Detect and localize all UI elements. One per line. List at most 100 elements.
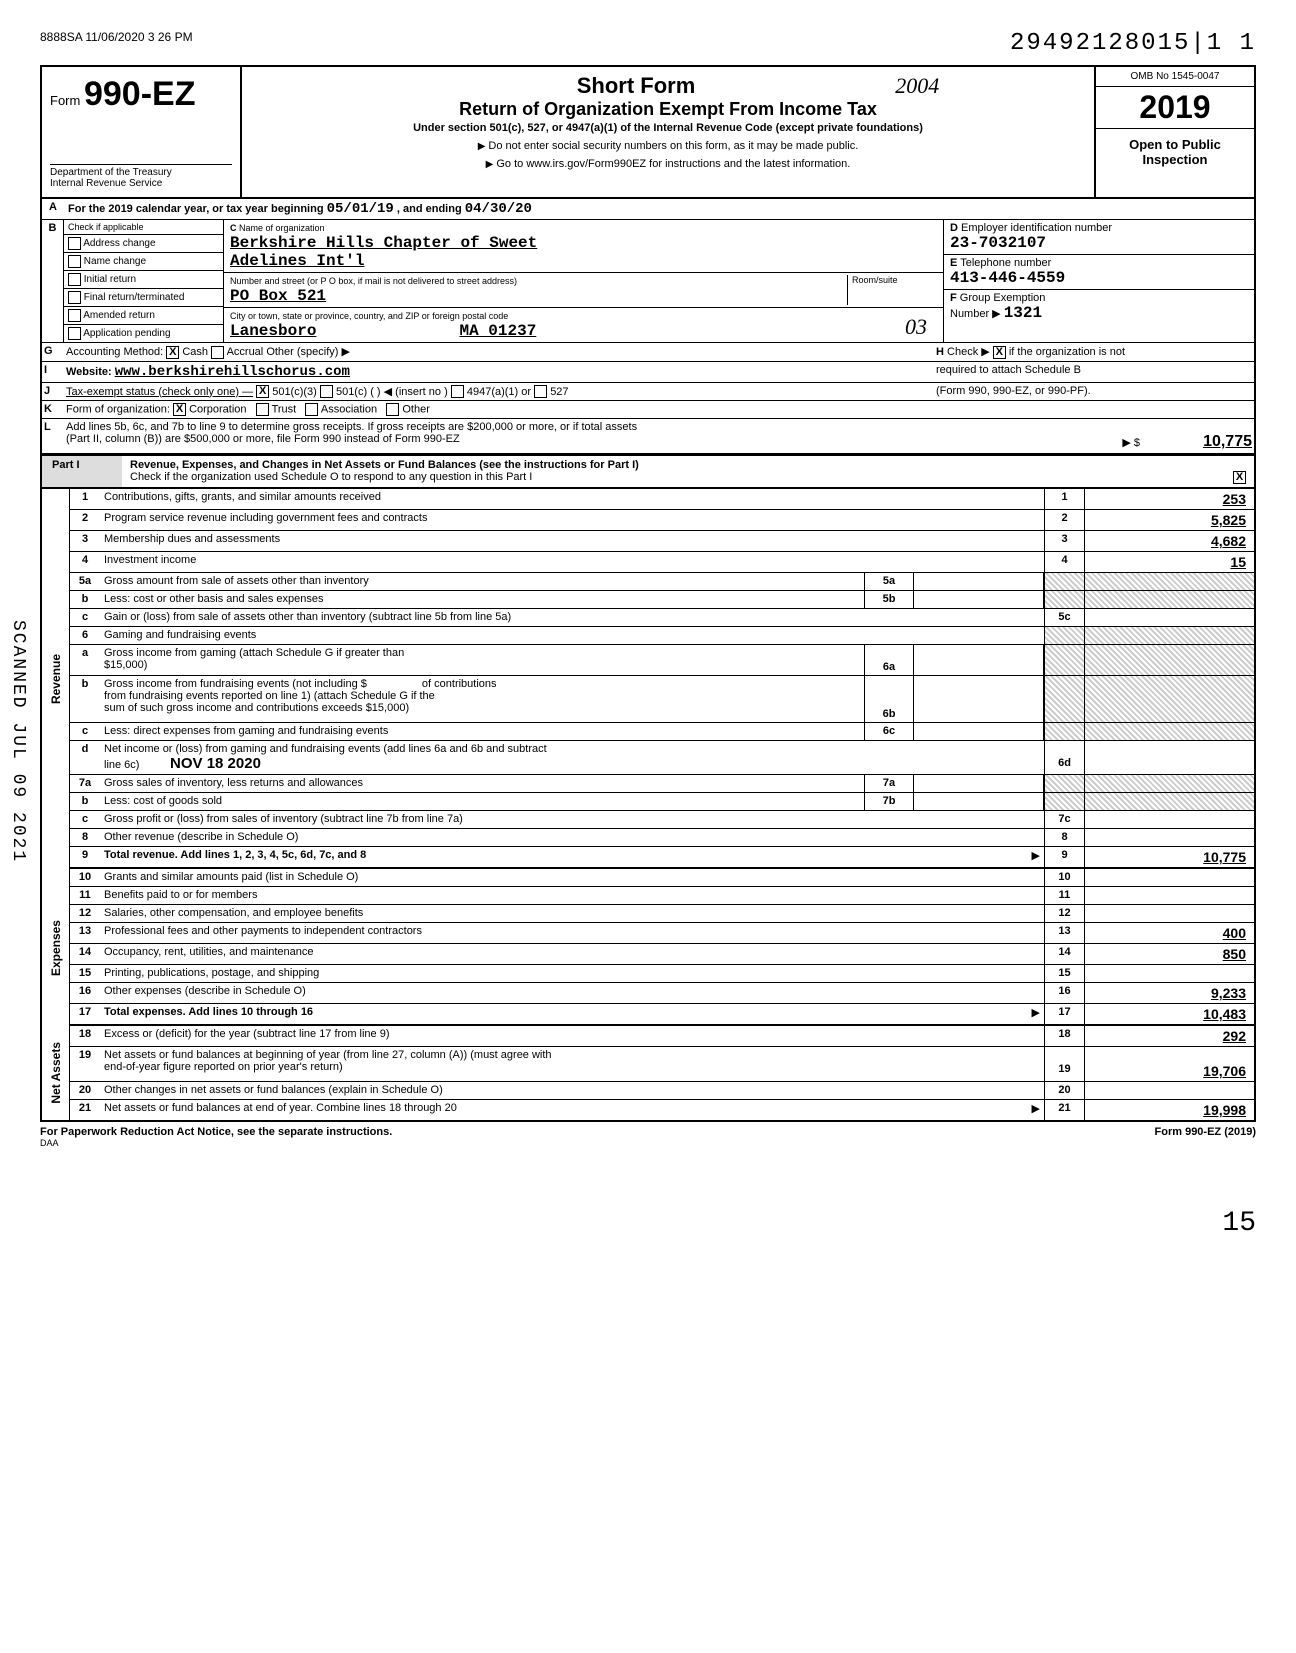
k-trust: Trust	[272, 404, 297, 416]
arrow-9: ▶	[1032, 849, 1040, 862]
j-text: Tax-exempt status (check only one) —	[66, 386, 253, 398]
k-text: Form of organization:	[66, 404, 170, 416]
desc-7a: Gross sales of inventory, less returns a…	[100, 775, 864, 792]
part1-header: Part I Revenue, Expenses, and Changes in…	[40, 455, 1256, 489]
desc-10: Grants and similar amounts paid (list in…	[100, 869, 1044, 886]
b-application-pending: Application pending	[83, 328, 170, 339]
desc-20: Other changes in net assets or fund bala…	[100, 1082, 1044, 1099]
line-l: L Add lines 5b, 6c, and 7b to line 9 to …	[40, 419, 1256, 455]
val-8	[1084, 829, 1254, 846]
ln-11: 11	[70, 887, 100, 904]
label-f: F	[950, 292, 957, 304]
nc-7b-shade	[1044, 793, 1084, 810]
desc-6a: Gross income from gaming (attach Schedul…	[104, 647, 404, 659]
ln-2: 2	[70, 510, 100, 530]
main-table: Revenue 1Contributions, gifts, grants, a…	[40, 489, 1256, 1122]
c-head: Name of organization	[239, 223, 325, 233]
ln-16: 16	[70, 983, 100, 1003]
arrow-17: ▶	[1032, 1006, 1040, 1019]
expenses-label: Expenses	[47, 916, 65, 980]
ln-7b: b	[70, 793, 100, 810]
ln-9: 9	[70, 847, 100, 867]
checkbox-h[interactable]: X	[993, 346, 1006, 359]
checkbox-name-change[interactable]	[68, 255, 81, 268]
label-a: A	[42, 199, 64, 219]
j-501c3: 501(c)(3)	[272, 386, 317, 398]
k-assoc: Association	[321, 404, 377, 416]
mv-6b	[914, 676, 1044, 722]
mv-7a	[914, 775, 1044, 792]
line-a-mid: , and ending	[397, 203, 462, 215]
org-state-zip: MA 01237	[459, 322, 536, 340]
f-head: Group Exemption	[960, 292, 1046, 304]
desc-7b: Less: cost of goods sold	[100, 793, 864, 810]
desc-4: Investment income	[100, 552, 1044, 572]
ln-14: 14	[70, 944, 100, 964]
section-b-cde-f: B Check if applicable Address change Nam…	[40, 220, 1256, 343]
nc-19: 19	[1044, 1047, 1084, 1081]
i-right: required to attach Schedule B	[934, 362, 1254, 382]
j-527: 527	[550, 386, 568, 398]
ln-1: 1	[70, 489, 100, 509]
line-g-h: G Accounting Method: X Cash Accrual Othe…	[40, 343, 1256, 362]
mv-6a	[914, 645, 1044, 675]
val-10	[1084, 869, 1254, 886]
checkbox-cash[interactable]: X	[166, 346, 179, 359]
checkbox-501c3[interactable]: X	[256, 385, 269, 398]
checkbox-application-pending[interactable]	[68, 327, 81, 340]
org-city: Lanesboro	[230, 322, 316, 340]
stamp-left: 8888SA 11/06/2020 3 26 PM	[40, 30, 193, 57]
checkbox-trust[interactable]	[256, 403, 269, 416]
group-exemption-number: 1321	[1004, 304, 1042, 322]
netassets-label: Net Assets	[47, 1038, 65, 1108]
col-c-org: C Name of organization Berkshire Hills C…	[224, 220, 944, 342]
footer-daa: DAA	[40, 1138, 1256, 1148]
revenue-label: Revenue	[47, 650, 65, 708]
f-number-label: Number	[950, 308, 989, 320]
val-6a-shade	[1084, 645, 1254, 675]
nc-18: 18	[1044, 1026, 1084, 1046]
nc-12: 12	[1044, 905, 1084, 922]
label-b: B	[42, 220, 64, 342]
part1-title: Revenue, Expenses, and Changes in Net As…	[130, 459, 639, 471]
i-text: Website:	[66, 366, 112, 378]
checkbox-501c[interactable]	[320, 385, 333, 398]
col-b-checkboxes: Check if applicable Address change Name …	[64, 220, 224, 342]
stamp-right: 29492128015|1 1	[1010, 30, 1256, 57]
desc-16: Other expenses (describe in Schedule O)	[100, 983, 1044, 1003]
val-13: 400	[1084, 923, 1254, 943]
checkbox-address-change[interactable]	[68, 237, 81, 250]
part1-label: Part I	[42, 456, 122, 487]
checkbox-amended-return[interactable]	[68, 309, 81, 322]
val-7c	[1084, 811, 1254, 828]
ln-10: 10	[70, 869, 100, 886]
omb-number: OMB No 1545-0047	[1096, 67, 1254, 87]
checkbox-corporation[interactable]: X	[173, 403, 186, 416]
val-9: 10,775	[1084, 847, 1254, 867]
desc-6c: Less: direct expenses from gaming and fu…	[100, 723, 864, 740]
nc-5a-shade	[1044, 573, 1084, 590]
checkbox-final-return[interactable]	[68, 291, 81, 304]
checkbox-527[interactable]	[534, 385, 547, 398]
val-19: 19,706	[1084, 1047, 1254, 1081]
footer-left: For Paperwork Reduction Act Notice, see …	[40, 1126, 392, 1138]
line-k: K Form of organization: X Corporation Tr…	[40, 401, 1256, 419]
val-5c	[1084, 609, 1254, 626]
label-j: J	[42, 383, 64, 401]
desc-6d: Net income or (loss) from gaming and fun…	[104, 743, 547, 755]
desc-5a: Gross amount from sale of assets other t…	[100, 573, 864, 590]
checkbox-accrual[interactable]	[211, 346, 224, 359]
desc-21: Net assets or fund balances at end of ye…	[104, 1102, 457, 1114]
label-d: D	[950, 222, 958, 234]
gross-receipts: 10,775	[1203, 433, 1252, 450]
checkbox-schedule-o[interactable]: X	[1233, 471, 1246, 484]
checkbox-4947[interactable]	[451, 385, 464, 398]
checkbox-other[interactable]	[386, 403, 399, 416]
checkbox-association[interactable]	[305, 403, 318, 416]
checkbox-initial-return[interactable]	[68, 273, 81, 286]
footer: For Paperwork Reduction Act Notice, see …	[40, 1122, 1256, 1138]
desc-6: Gaming and fundraising events	[100, 627, 1044, 644]
desc-6b: Gross income from fundraising events (no…	[104, 678, 367, 690]
val-20	[1084, 1082, 1254, 1099]
ln-20: 20	[70, 1082, 100, 1099]
